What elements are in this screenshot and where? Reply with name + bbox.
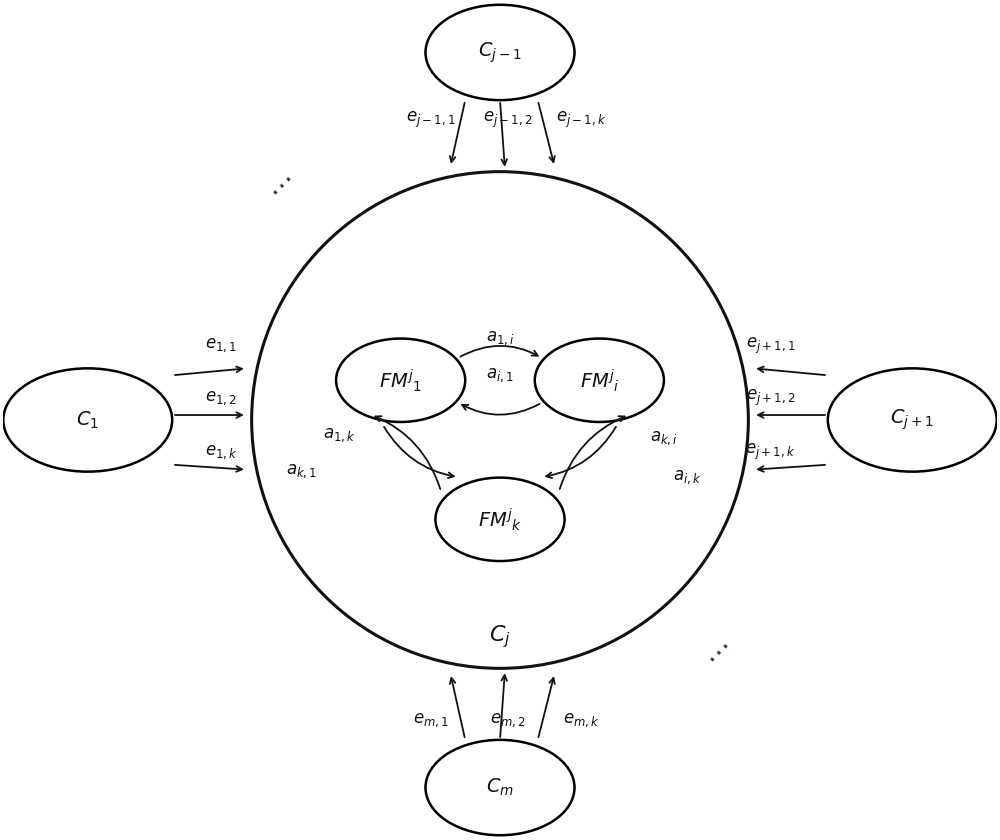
Text: $a_{1,k}$: $a_{1,k}$ (323, 426, 355, 444)
Ellipse shape (425, 5, 575, 100)
Text: $FM^j{}_i$: $FM^j{}_i$ (580, 367, 619, 393)
Text: $e_{j-1,2}$: $e_{j-1,2}$ (483, 110, 533, 130)
Text: $C_{j-1}$: $C_{j-1}$ (478, 40, 522, 65)
Text: $a_{i,1}$: $a_{i,1}$ (486, 366, 514, 384)
Text: $e_{j-1,1}$: $e_{j-1,1}$ (406, 110, 455, 130)
Ellipse shape (3, 369, 172, 471)
Text: $a_{k,i}$: $a_{k,i}$ (650, 429, 678, 447)
Text: $C_j$: $C_j$ (489, 623, 511, 650)
Text: $e_{j+1,1}$: $e_{j+1,1}$ (746, 335, 795, 355)
Text: $\cdots$: $\cdots$ (700, 634, 737, 672)
Text: $\cdots$: $\cdots$ (263, 168, 300, 206)
Text: $a_{k,1}$: $a_{k,1}$ (286, 463, 317, 480)
Ellipse shape (336, 339, 465, 422)
Text: $e_{m,1}$: $e_{m,1}$ (413, 711, 448, 729)
Ellipse shape (535, 339, 664, 422)
Text: $e_{m,k}$: $e_{m,k}$ (563, 711, 600, 729)
Text: $C_m$: $C_m$ (486, 777, 514, 798)
Text: $e_{1,1}$: $e_{1,1}$ (205, 337, 237, 354)
Ellipse shape (435, 478, 565, 561)
Text: $e_{1,k}$: $e_{1,k}$ (205, 443, 238, 460)
Text: $e_{j-1,k}$: $e_{j-1,k}$ (556, 110, 607, 130)
Text: $C_1$: $C_1$ (76, 409, 99, 431)
Text: $e_{j+1,2}$: $e_{j+1,2}$ (746, 388, 795, 408)
Ellipse shape (828, 369, 997, 471)
Text: $a_{1,i}$: $a_{1,i}$ (486, 330, 514, 348)
Text: $a_{i,k}$: $a_{i,k}$ (673, 469, 701, 486)
Text: $e_{j+1,k}$: $e_{j+1,k}$ (745, 442, 795, 462)
Text: $FM^j{}_k$: $FM^j{}_k$ (478, 506, 522, 533)
Text: $e_{1,2}$: $e_{1,2}$ (205, 390, 237, 407)
Ellipse shape (425, 740, 575, 835)
Text: $C_{j+1}$: $C_{j+1}$ (890, 407, 934, 433)
Text: $e_{m,2}$: $e_{m,2}$ (490, 711, 526, 729)
Text: $FM^j{}_1$: $FM^j{}_1$ (379, 367, 422, 393)
